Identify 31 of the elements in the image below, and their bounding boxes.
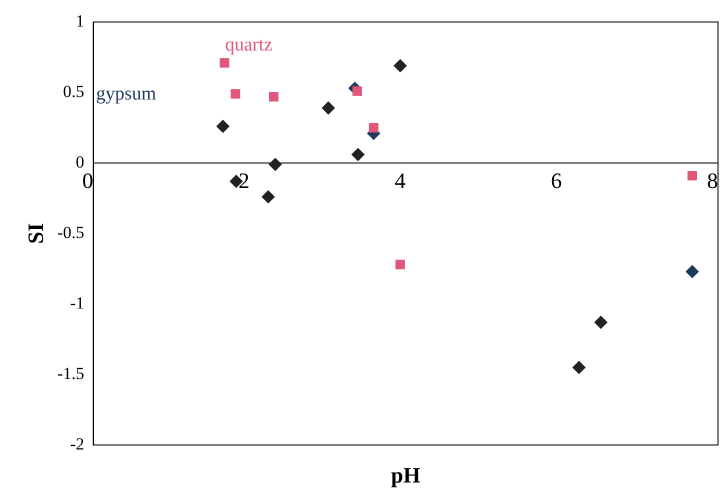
y-tick-label: -1 [70,293,84,312]
point [687,170,697,180]
x-tick-label: 6 [550,168,562,193]
y-axis-title: SI [22,223,48,244]
point [594,316,608,329]
point [322,102,335,115]
point [268,158,282,171]
y-tick-label: -1.5 [57,364,84,383]
point [368,123,378,132]
y-tick-label: -2 [70,434,84,454]
point [572,360,586,374]
point [686,265,699,278]
y-tick-label: 1 [76,11,84,30]
point [268,92,278,102]
x-axis-title: pH [390,462,420,488]
x-tick-label: 4 [394,168,406,193]
point [216,120,230,133]
point [262,190,275,204]
x-tick-label: 2 [238,168,250,193]
y-tick-label: -0.5 [57,222,84,242]
point [352,148,365,162]
y-tick-label: 0 [76,152,84,172]
point [394,59,407,72]
series-label: quartz [225,34,272,56]
x-tick-label: 8 [707,168,718,193]
point [230,89,240,99]
point [352,86,362,96]
point [220,58,230,68]
point [395,260,405,270]
y-tick-label: 0.5 [63,82,84,101]
text: gypsum [96,83,156,104]
